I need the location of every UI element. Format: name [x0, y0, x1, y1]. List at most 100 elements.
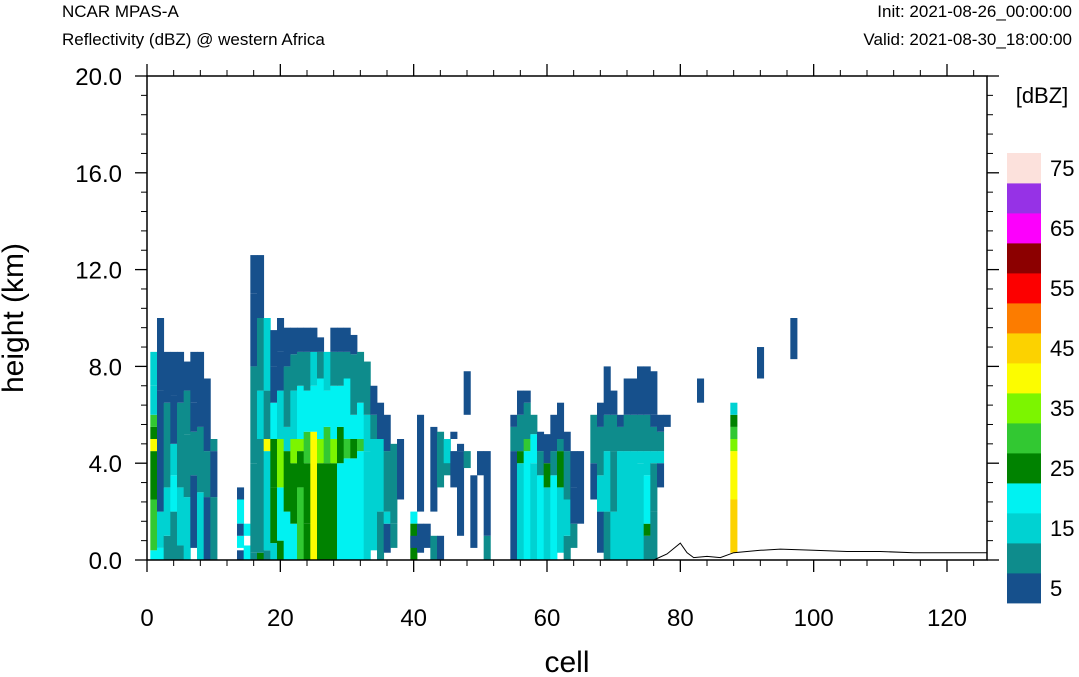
reflectivity-cell — [297, 439, 305, 452]
reflectivity-cell — [603, 511, 611, 560]
reflectivity-cell — [757, 347, 765, 379]
reflectivity-cell — [650, 511, 658, 560]
reflectivity-cell — [277, 318, 285, 352]
reflectivity-cell — [150, 499, 158, 551]
reflectivity-cell — [643, 451, 651, 476]
reflectivity-cell — [277, 487, 285, 541]
reflectivity-cell — [297, 327, 305, 352]
reflectivity-cell — [370, 499, 378, 551]
reflectivity-cell — [377, 439, 385, 512]
reflectivity-cell — [337, 327, 345, 352]
reflectivity-cell — [263, 318, 271, 391]
reflectivity-cell — [697, 378, 705, 403]
reflectivity-cell — [250, 366, 258, 464]
reflectivity-cell — [603, 451, 611, 512]
reflectivity-cell — [190, 351, 198, 403]
reflectivity-cell — [303, 463, 311, 524]
reflectivity-cell — [243, 545, 251, 560]
colorbar-label: 65 — [1050, 216, 1074, 241]
reflectivity-cell — [297, 351, 305, 386]
reflectivity-cell — [257, 552, 265, 560]
reflectivity-cell — [517, 463, 525, 560]
reflectivity-cell — [257, 439, 265, 553]
reflectivity-cell — [463, 451, 471, 469]
reflectivity-cell — [410, 535, 418, 548]
colorbar-swatch — [1007, 423, 1041, 454]
reflectivity-cell — [363, 414, 371, 452]
reflectivity-cell — [610, 451, 618, 512]
reflectivity-cell — [457, 451, 465, 536]
reflectivity-cell — [523, 451, 531, 560]
reflectivity-cell — [790, 318, 798, 360]
reflectivity-cell — [343, 378, 351, 439]
reflectivity-cell — [523, 390, 531, 403]
colorbar-label: 75 — [1050, 156, 1074, 181]
reflectivity-cell — [197, 351, 205, 379]
reflectivity-cell — [543, 487, 551, 560]
colorbar-title: [dBZ] — [1016, 83, 1069, 108]
reflectivity-cell — [603, 414, 611, 452]
reflectivity-cell — [537, 475, 545, 560]
reflectivity-cell — [423, 523, 431, 548]
reflectivity-cell — [597, 402, 605, 427]
reflectivity-cell — [650, 426, 658, 452]
reflectivity-cell — [150, 351, 158, 386]
reflectivity-cell — [643, 414, 651, 452]
reflectivity-cell — [310, 351, 318, 386]
reflectivity-cell — [323, 390, 331, 427]
reflectivity-cell — [237, 550, 245, 560]
reflectivity-cell — [617, 451, 625, 560]
y-tick-label: 8.0 — [89, 354, 122, 381]
reflectivity-cells — [150, 255, 798, 560]
colorbar-swatch — [1007, 333, 1041, 364]
axis-ticks: 0 20 40 60 80 100 120 0.0 4.0 8.0 12.0 16.0 20.0 — [75, 64, 999, 632]
reflectivity-cell — [657, 463, 665, 488]
reflectivity-cell — [537, 431, 545, 452]
reflectivity-cell — [610, 390, 618, 415]
reflectivity-cell — [163, 487, 171, 536]
colorbar-swatch — [1007, 363, 1041, 394]
reflectivity-cell — [170, 475, 178, 512]
reflectivity-cell — [657, 451, 665, 464]
reflectivity-cell — [170, 395, 178, 444]
reflectivity-cell — [550, 475, 558, 560]
reflectivity-cell — [417, 414, 425, 512]
reflectivity-cell — [450, 451, 458, 488]
reflectivity-cell — [363, 361, 371, 379]
reflectivity-cell — [317, 439, 325, 464]
reflectivity-cell — [163, 535, 171, 560]
reflectivity-cell — [477, 451, 485, 476]
reflectivity-cell — [317, 378, 325, 439]
colorbar-swatch — [1007, 273, 1041, 304]
reflectivity-cell — [297, 487, 305, 560]
reflectivity-cell — [430, 535, 438, 560]
reflectivity-cell — [290, 390, 298, 439]
reflectivity-cell — [530, 463, 538, 560]
reflectivity-cell — [177, 351, 185, 403]
reflectivity-cell — [597, 475, 605, 512]
reflectivity-cell — [310, 327, 318, 352]
reflectivity-cell — [350, 354, 358, 415]
reflectivity-cell — [337, 463, 345, 560]
reflectivity-cell — [150, 439, 158, 452]
reflectivity-cell — [643, 366, 651, 415]
reflectivity-cell — [343, 458, 351, 560]
reflectivity-cell — [543, 463, 551, 488]
reflectivity-cell — [263, 390, 271, 439]
reflectivity-cell — [383, 451, 391, 512]
reflectivity-cell — [263, 451, 271, 551]
reflectivity-cell — [337, 426, 345, 464]
reflectivity-cell — [510, 414, 518, 427]
colorbar-label: 35 — [1050, 396, 1074, 421]
colorbar-swatch — [1007, 153, 1041, 184]
reflectivity-cell — [643, 475, 651, 524]
reflectivity-cell — [157, 318, 165, 391]
reflectivity-cell — [623, 414, 631, 452]
reflectivity-cell — [463, 371, 471, 415]
reflectivity-cell — [483, 451, 491, 536]
reflectivity-cell — [177, 545, 185, 560]
reflectivity-cell — [657, 414, 665, 432]
reflectivity-cell — [197, 426, 205, 493]
reflectivity-cell — [270, 439, 278, 488]
y-tick-label: 0.0 — [89, 548, 122, 575]
